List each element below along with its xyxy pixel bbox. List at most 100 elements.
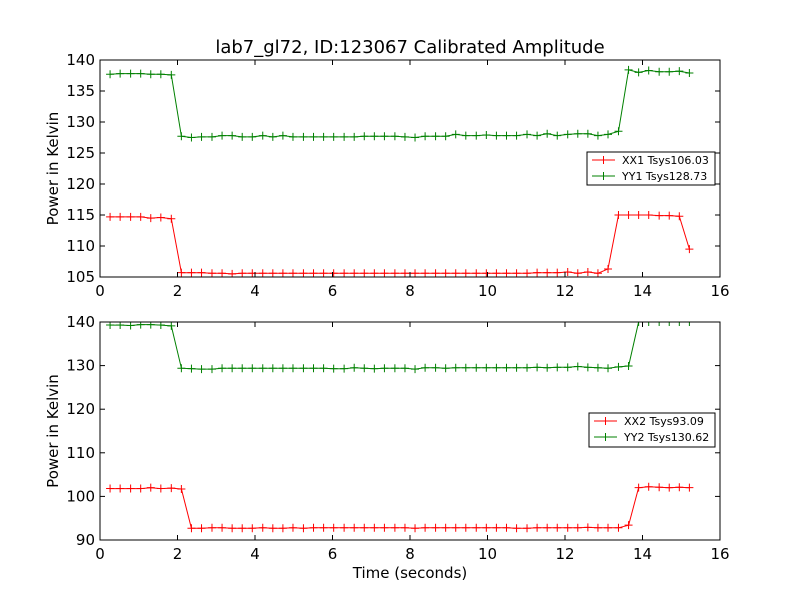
data-point: [421, 269, 430, 277]
data-point: [563, 130, 572, 139]
data-point: [441, 269, 450, 277]
series-line-2: [110, 322, 690, 370]
data-point: [593, 363, 602, 372]
data-point: [228, 364, 237, 373]
data-point: [258, 364, 267, 373]
data-point: [156, 213, 165, 222]
data-point: [197, 365, 206, 374]
data-point: [624, 521, 633, 530]
data-point: [258, 269, 267, 277]
data-point: [136, 322, 145, 329]
legend-entry: XX1 Tsys106.03: [622, 154, 709, 167]
data-point: [390, 269, 399, 277]
data-point: [523, 130, 532, 139]
data-point: [268, 269, 277, 277]
data-point: [451, 130, 460, 139]
data-point: [624, 211, 633, 219]
data-point: [319, 523, 328, 532]
data-point: [573, 362, 582, 371]
data-point: [278, 269, 287, 277]
x-tick-label: 14: [633, 545, 652, 563]
data-point: [248, 132, 257, 141]
y-tick-label: 125: [66, 144, 95, 162]
data-point: [228, 524, 237, 533]
data-point: [461, 363, 470, 372]
data-point: [675, 322, 684, 326]
data-point: [167, 322, 176, 330]
y-tick-label: 140: [66, 51, 95, 69]
data-point: [634, 68, 643, 77]
data-point: [177, 132, 186, 141]
data-point: [614, 523, 623, 532]
data-point: [604, 523, 613, 532]
data-point: [644, 322, 653, 326]
data-point: [390, 523, 399, 532]
data-point: [644, 66, 653, 75]
data-point: [340, 269, 349, 277]
data-point: [523, 363, 532, 372]
data-point: [655, 322, 664, 326]
y-tick-label: 110: [66, 444, 95, 462]
data-point: [218, 364, 227, 373]
y-tick-label: 110: [66, 237, 95, 255]
data-point: [441, 523, 450, 532]
data-point: [278, 524, 287, 533]
data-point: [553, 131, 562, 140]
data-point: [116, 484, 125, 493]
legend-entry: XX2 Tsys93.09: [624, 415, 704, 428]
data-point: [675, 483, 684, 492]
data-point: [197, 132, 206, 141]
data-point: [411, 365, 420, 374]
data-point: [482, 269, 491, 277]
data-point: [492, 269, 501, 277]
data-point: [136, 212, 145, 221]
data-point: [533, 523, 542, 532]
data-point: [380, 132, 389, 141]
data-point: [431, 132, 440, 141]
data-point: [197, 524, 206, 533]
data-point: [533, 268, 542, 277]
data-point: [644, 482, 653, 491]
legend-entry: YY2 Tsys130.62: [623, 431, 709, 444]
data-point: [116, 212, 125, 221]
data-point: [177, 268, 186, 277]
data-point: [390, 364, 399, 373]
data-point: [533, 363, 542, 372]
data-point: [583, 129, 592, 138]
data-point: [299, 132, 308, 141]
data-point: [614, 211, 623, 219]
data-point: [360, 269, 369, 277]
data-point: [400, 132, 409, 141]
y-tick-label: 120: [66, 175, 95, 193]
data-point: [614, 127, 623, 136]
data-point: [573, 129, 582, 138]
data-point: [451, 363, 460, 372]
data-point: [360, 132, 369, 141]
y-axis-label: Power in Kelvin: [44, 374, 62, 488]
data-point: [563, 523, 572, 532]
x-tick-label: 0: [95, 545, 105, 563]
data-point: [685, 69, 694, 78]
data-point: [411, 524, 420, 533]
data-point: [167, 70, 176, 79]
data-point: [634, 483, 643, 492]
data-point: [655, 67, 664, 76]
data-point: [472, 363, 481, 372]
data-point: [461, 269, 470, 277]
x-tick-label: 12: [555, 282, 574, 300]
data-point: [461, 131, 470, 140]
data-point: [350, 269, 359, 277]
data-point: [665, 322, 674, 326]
data-point: [116, 69, 125, 78]
y-axis-label: Power in Kelvin: [44, 112, 62, 226]
data-point: [553, 363, 562, 372]
data-point: [583, 268, 592, 277]
data-point: [126, 484, 135, 493]
y-tick-label: 130: [66, 113, 95, 131]
x-tick-label: 0: [95, 282, 105, 300]
data-point: [299, 364, 308, 373]
data-point: [685, 245, 694, 254]
subplot-2: 0 2 4 6 8 10 12 14 16 90 100 110 120 130 140 Power in K…: [44, 313, 730, 563]
data-point: [360, 364, 369, 373]
